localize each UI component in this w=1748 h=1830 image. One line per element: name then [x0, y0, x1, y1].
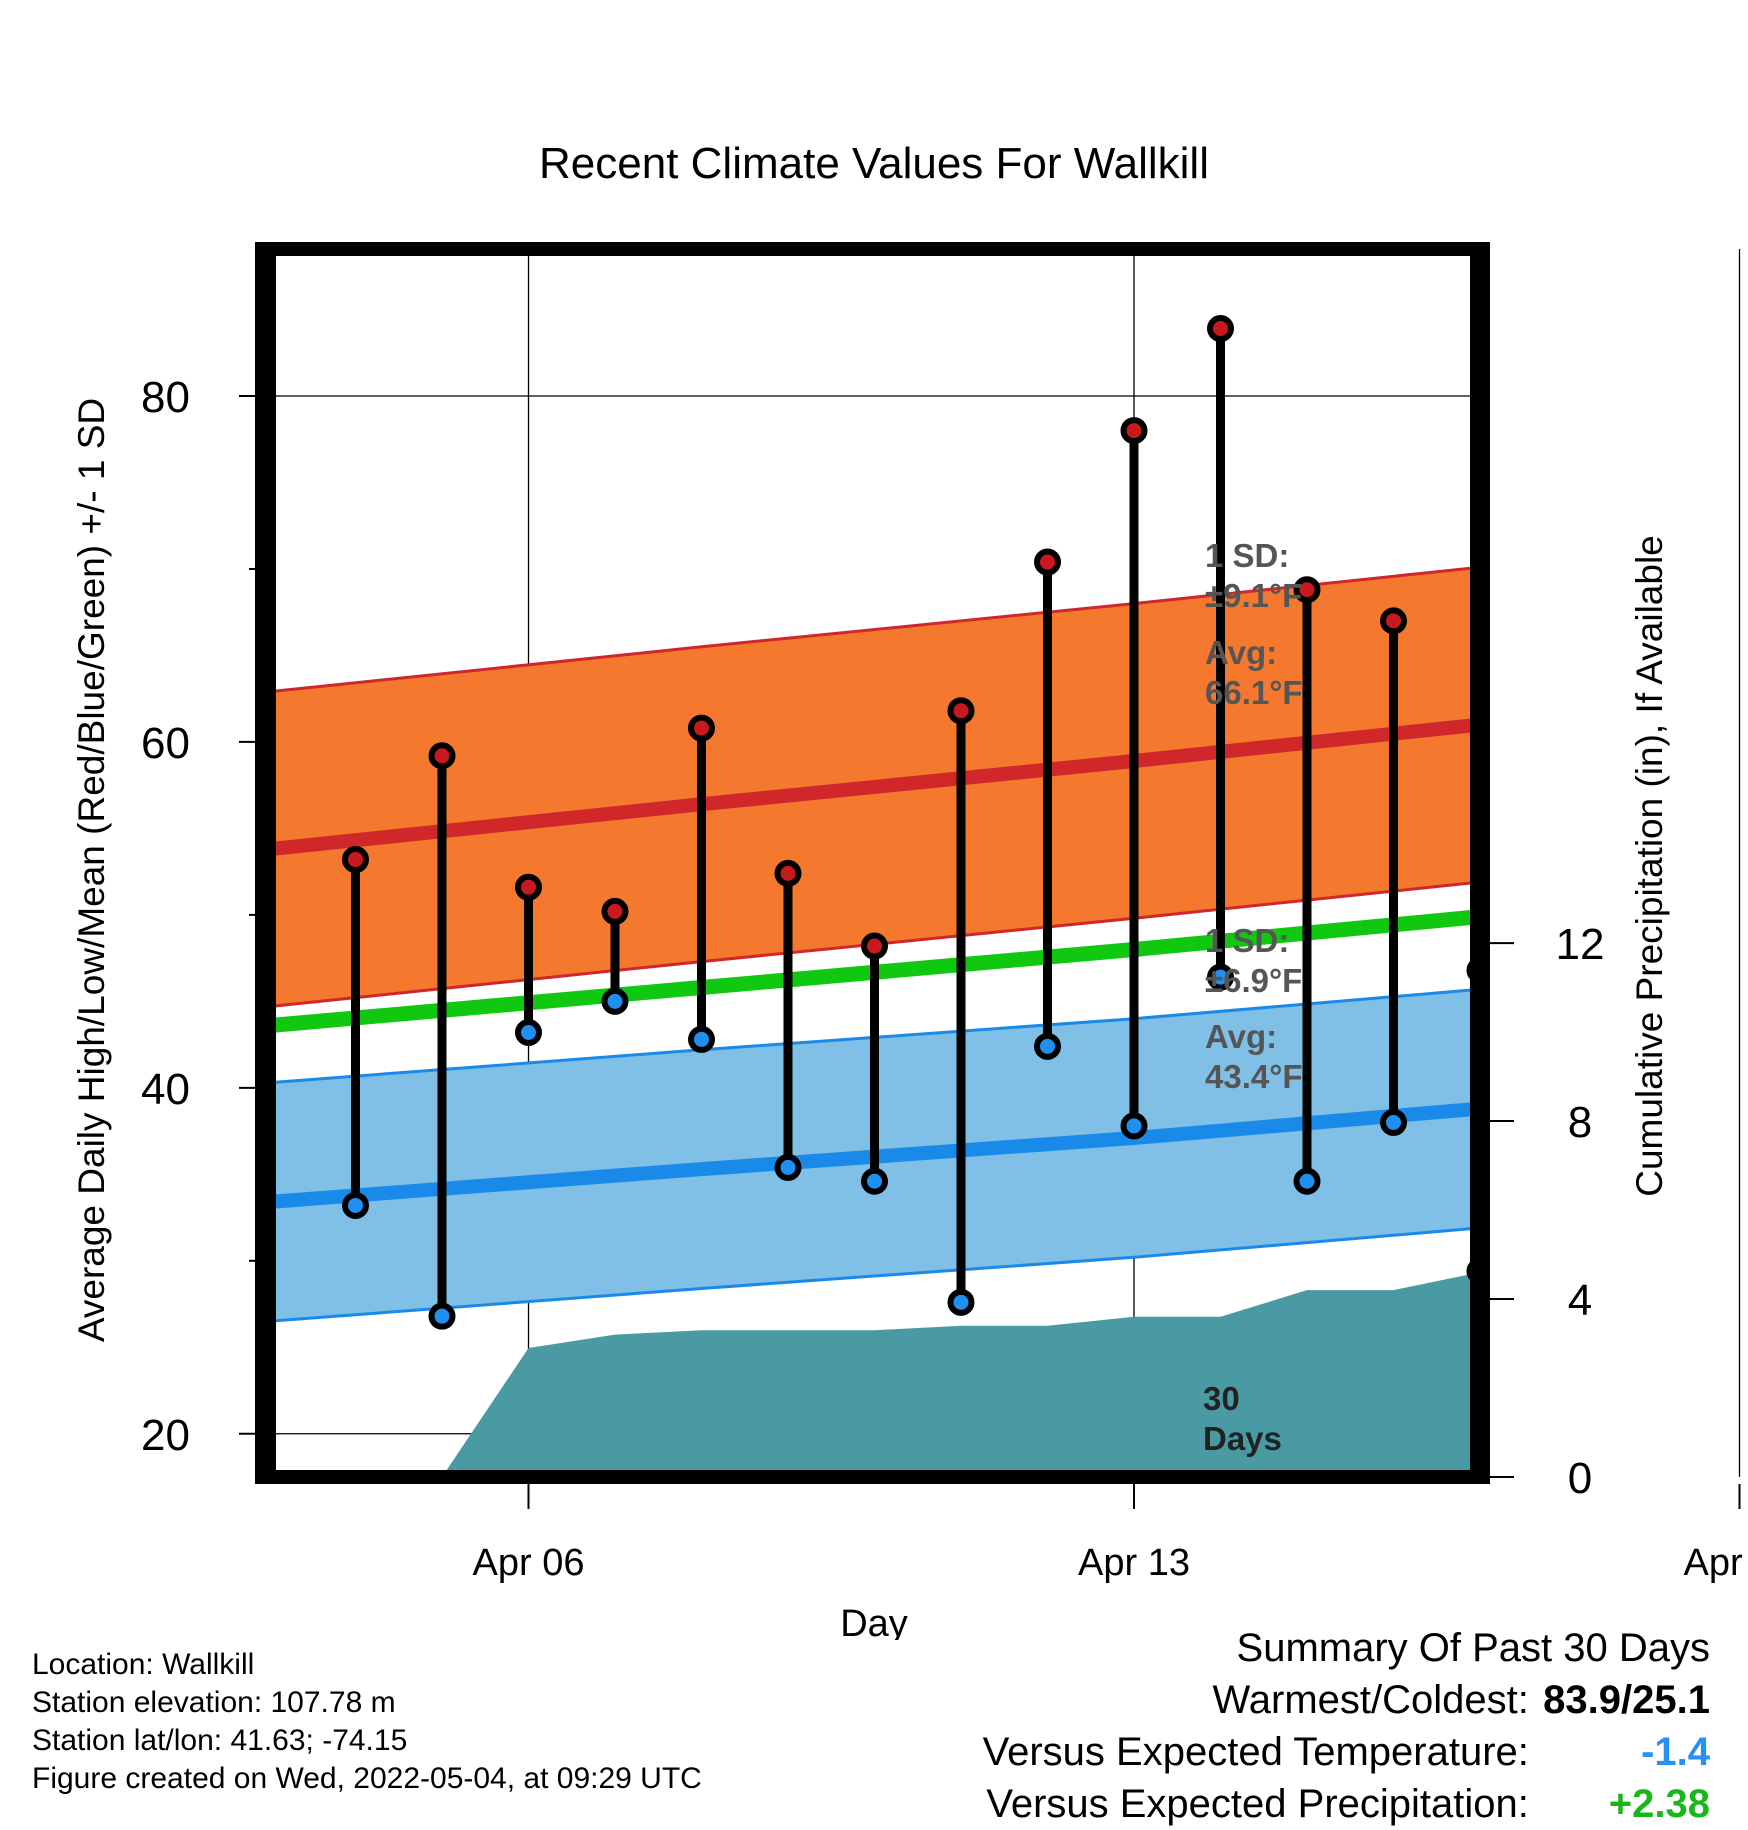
summary-temp: Versus Expected Temperature: -1.4: [983, 1726, 1710, 1778]
low-sd-annotation: 1 SD: ±6.9°F: [1205, 922, 1302, 999]
daily-low-point: [1643, 1205, 1664, 1226]
summary-heading: Summary Of Past 30 Days: [1236, 1626, 1710, 1670]
station-latlon: Station lat/lon: 41.63; -74.15: [32, 1724, 408, 1757]
daily-low-point: [1120, 1112, 1148, 1140]
daily-low-point: [774, 1153, 802, 1181]
high-avg-annotation: Avg: 66.1°F: [1205, 634, 1303, 711]
station-location: Location: Wallkill: [32, 1648, 255, 1681]
summary-precip: Versus Expected Precipitation: +2.38: [983, 1778, 1710, 1830]
daily-low-point: [1556, 1335, 1577, 1356]
daily-high-point: [1293, 576, 1321, 604]
x-tick-label: Apr 13: [1078, 1542, 1190, 1584]
daily-low-point: [1729, 1178, 1748, 1199]
daily-high-point: [515, 873, 542, 901]
y2-tick-label: 0: [1568, 1454, 1592, 1503]
daily-low-point: [947, 1288, 975, 1316]
daily-high-point: [774, 859, 802, 887]
precip-label: Versus Expected Precipitation:: [986, 1782, 1529, 1826]
warm-cold-label: Warmest/Coldest:: [1212, 1678, 1529, 1722]
daily-high-point: [1380, 607, 1407, 635]
station-elevation: Station elevation: 107.78 m: [32, 1686, 396, 1719]
high-sd-annotation: 1 SD: ±9.1°F: [1205, 537, 1302, 614]
summary-warm-cold: Warmest/Coldest: 83.9/25.1: [983, 1674, 1711, 1726]
temp-value: -1.4: [1641, 1730, 1710, 1774]
precip-area: [442, 1210, 1480, 1477]
daily-low-point: [601, 987, 629, 1015]
daily-high-point: [1120, 417, 1148, 445]
x-tick-label: Apr 06: [473, 1542, 585, 1584]
daily-low-point: [688, 1025, 715, 1053]
x-tick-label: Apr 20: [1684, 1542, 1748, 1584]
daily-high-point: [428, 742, 456, 770]
daily-observations: [342, 315, 1748, 1356]
x-axis-label: Day: [840, 1603, 908, 1640]
y-tick-label: 80: [141, 373, 190, 422]
daily-high-point: [1034, 548, 1061, 576]
daily-high-point: [947, 697, 975, 725]
daily-low-point: [1380, 1108, 1407, 1136]
daily-low-point: [1034, 1032, 1061, 1060]
y2-axis-label: Cumulative Precipitation (in), If Availa…: [1629, 535, 1670, 1197]
figure-created: Figure created on Wed, 2022-05-04, at 09…: [32, 1762, 702, 1795]
precip-value: +2.38: [1608, 1782, 1710, 1826]
window-annotation: 30 Days: [1203, 1380, 1282, 1457]
y-tick-label: 20: [141, 1411, 190, 1460]
low-avg-annotation: Avg: 43.4°F: [1205, 1018, 1303, 1095]
station-info: Location: Wallkill Station elevation: 10…: [32, 1646, 702, 1798]
daily-low-point: [1293, 1167, 1321, 1195]
daily-high-point: [688, 714, 715, 742]
y-tick-label: 60: [141, 719, 190, 768]
climate-chart: Recent Climate Values For Wallkill 1 SD:…: [71, 139, 1748, 1640]
y2-tick-label: 4: [1568, 1276, 1592, 1325]
y2-tick-label: 12: [1556, 920, 1605, 969]
daily-low-point: [342, 1191, 369, 1219]
summary-panel: Summary Of Past 30 Days Warmest/Coldest:…: [983, 1622, 1710, 1830]
y-tick-label: 40: [141, 1065, 190, 1114]
y-axis-label: Average Daily High/Low/Mean (Red/Blue/Gr…: [71, 398, 112, 1342]
daily-low-point: [515, 1018, 542, 1046]
temp-label: Versus Expected Temperature:: [982, 1730, 1529, 1774]
warm-cold-value: 83.9/25.1: [1543, 1678, 1710, 1722]
daily-low-point: [1207, 963, 1234, 991]
high-sd-band: [269, 428, 1480, 1007]
daily-high-point: [1556, 842, 1577, 863]
daily-high-point: [1729, 818, 1748, 839]
daily-low-point: [428, 1302, 456, 1330]
daily-low-point: [861, 1167, 888, 1195]
daily-high-point: [342, 846, 369, 874]
daily-high-point: [601, 897, 629, 925]
y2-tick-label: 8: [1568, 1098, 1592, 1147]
chart-title: Recent Climate Values For Wallkill: [539, 139, 1209, 188]
daily-high-point: [1207, 315, 1234, 343]
daily-high-point: [861, 932, 888, 960]
